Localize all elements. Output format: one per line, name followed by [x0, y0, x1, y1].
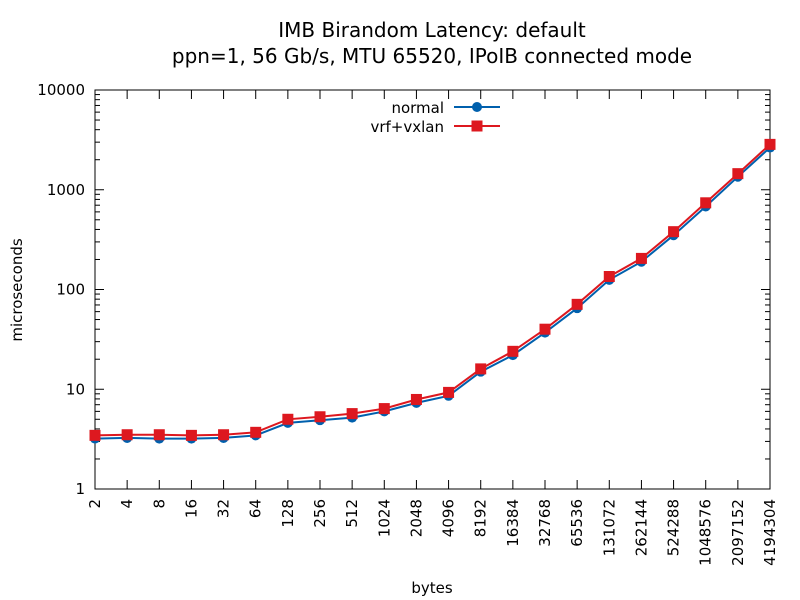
- data-point-vrf-vxlan: [185, 429, 197, 441]
- x-tick-label: 512: [343, 499, 361, 528]
- x-tick-label: 131072: [600, 499, 618, 556]
- x-tick-label: 2097152: [729, 499, 747, 566]
- data-point-vrf-vxlan: [314, 411, 326, 423]
- x-tick-label: 1024: [375, 499, 393, 537]
- x-tick-label: 16384: [504, 499, 522, 547]
- x-tick-label: 8: [150, 499, 168, 509]
- x-tick-label: 262144: [632, 499, 650, 556]
- data-point-vrf-vxlan: [475, 363, 487, 375]
- legend-marker-vrf-vxlan: [471, 120, 483, 132]
- data-point-vrf-vxlan: [571, 298, 583, 310]
- x-tick-label: 64: [247, 499, 265, 518]
- data-point-vrf-vxlan: [121, 429, 133, 441]
- data-point-vrf-vxlan: [668, 226, 680, 238]
- data-point-vrf-vxlan: [218, 429, 230, 441]
- legend-marker-normal: [472, 102, 482, 112]
- data-point-vrf-vxlan: [282, 413, 294, 425]
- data-point-vrf-vxlan: [732, 168, 744, 180]
- data-point-vrf-vxlan: [346, 408, 358, 420]
- series-line-normal: [94, 146, 771, 440]
- data-point-vrf-vxlan: [603, 270, 615, 282]
- data-point-vrf-vxlan: [443, 386, 455, 398]
- x-tick-label: 16: [182, 499, 200, 518]
- x-tick-label: 65536: [568, 499, 586, 547]
- y-tick-label: 1000: [47, 181, 85, 199]
- x-tick-label: 32768: [536, 499, 554, 547]
- chart-subtitle: ppn=1, 56 Gb/s, MTU 65520, IPoIB connect…: [172, 44, 692, 68]
- y-axis-label: microseconds: [8, 238, 26, 342]
- x-tick-label: 256: [311, 499, 329, 528]
- x-tick-label: 2048: [407, 499, 425, 537]
- x-tick-label: 8192: [472, 499, 490, 537]
- legend-label-vrf-vxlan: vrf+vxlan: [370, 118, 444, 136]
- data-point-vrf-vxlan: [700, 197, 712, 209]
- data-point-vrf-vxlan: [635, 252, 647, 264]
- x-tick-label: 524288: [665, 499, 683, 556]
- series-line-vrf-vxlan: [94, 143, 771, 437]
- x-tick-label: 4096: [440, 499, 458, 537]
- y-tick-label: 100: [56, 281, 85, 299]
- y-tick-label: 1: [75, 480, 85, 498]
- data-point-vrf-vxlan: [250, 426, 262, 438]
- chart-title: IMB Birandom Latency: default: [278, 18, 586, 42]
- data-point-vrf-vxlan: [507, 345, 519, 357]
- x-tick-label: 128: [279, 499, 297, 528]
- x-tick-label: 32: [215, 499, 233, 518]
- series-layer: [89, 138, 776, 444]
- y-tick-label: 10000: [37, 81, 85, 99]
- x-tick-label: 4: [118, 499, 136, 509]
- x-tick-label: 4194304: [761, 499, 779, 566]
- x-tick-label: 2: [86, 499, 104, 509]
- data-point-vrf-vxlan: [89, 429, 101, 441]
- legend-label-normal: normal: [391, 99, 444, 117]
- y-axis: 1 10 100 1000 10000: [37, 81, 770, 498]
- legend: normal vrf+vxlan: [370, 99, 500, 136]
- data-point-vrf-vxlan: [153, 429, 165, 441]
- data-point-vrf-vxlan: [410, 393, 422, 405]
- x-axis: 2 4 8 16 32 64 128 256 512 1024 2048 4096 8192 16384 3…: [86, 90, 779, 566]
- y-tick-label: 10: [66, 380, 85, 398]
- data-point-vrf-vxlan: [378, 403, 390, 415]
- x-tick-label: 1048576: [697, 499, 715, 566]
- data-point-vrf-vxlan: [539, 323, 551, 335]
- data-point-vrf-vxlan: [764, 138, 776, 150]
- x-axis-label: bytes: [411, 579, 453, 597]
